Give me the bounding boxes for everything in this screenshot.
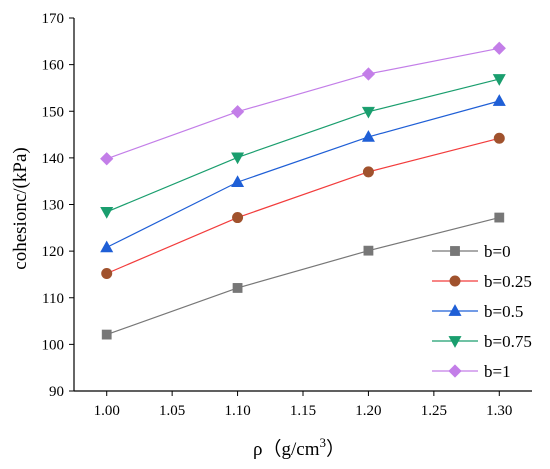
series-b=0 <box>101 212 505 340</box>
x-axis-title-end: ） <box>326 438 345 460</box>
x-tick-label: 1.20 <box>355 403 381 419</box>
y-tick-label: 120 <box>42 244 65 260</box>
data-point <box>100 240 114 253</box>
y-tick-label: 90 <box>49 384 64 400</box>
legend-marker <box>448 336 462 348</box>
legend-item: b=0.5 <box>432 302 523 321</box>
legend-label: b=0.5 <box>484 302 523 321</box>
series-line <box>106 47 500 160</box>
legend-label: b=1 <box>484 362 511 381</box>
legend-item: b=0.75 <box>432 332 532 351</box>
data-point <box>492 41 506 55</box>
y-tick-label: 170 <box>42 11 65 27</box>
legend-marker <box>448 304 462 316</box>
x-tick-label: 1.30 <box>486 403 512 419</box>
legend: b=0 b=0.25 b=0.5 b=0.75 b=1 <box>432 242 532 381</box>
data-point <box>494 212 505 223</box>
y-tick-label: 150 <box>42 104 65 120</box>
legend-label: b=0.75 <box>484 332 532 351</box>
y-tick-label: 100 <box>42 337 65 353</box>
axes <box>73 18 532 392</box>
data-point <box>232 212 244 224</box>
data-point <box>361 67 376 81</box>
y-tick-label: 160 <box>42 58 65 74</box>
x-tick-label: 1.05 <box>159 403 185 419</box>
x-ticks: 1.00 1.05 1.10 1.15 1.20 1.25 1.30 <box>94 391 512 419</box>
data-point <box>230 105 245 119</box>
series-line <box>106 137 500 275</box>
y-tick-label: 130 <box>42 198 65 214</box>
y-tick-label: 110 <box>42 291 64 307</box>
legend-item: b=0 <box>432 242 511 261</box>
series-b=1 <box>100 41 506 166</box>
plot-area <box>100 41 506 340</box>
series-b=0.5 <box>100 94 506 253</box>
legend-label: b=0.25 <box>484 272 532 291</box>
data-point <box>362 166 374 178</box>
series-line <box>106 78 500 213</box>
y-axis-title: cohesionc/(kPa) <box>10 147 31 269</box>
data-point <box>100 207 114 219</box>
data-point <box>363 245 374 256</box>
y-ticks: 90 100 110 120 130 140 150 160 170 <box>42 11 74 400</box>
x-tick-label: 1.00 <box>94 403 120 419</box>
legend-marker <box>448 364 462 378</box>
data-point <box>361 106 375 119</box>
data-point <box>493 132 505 144</box>
data-point <box>101 329 112 340</box>
x-tick-label: 1.15 <box>290 403 316 419</box>
legend-marker <box>449 275 461 287</box>
series-b=0.25 <box>101 132 505 280</box>
data-point <box>492 94 506 106</box>
series-line <box>106 100 500 248</box>
data-point <box>231 152 245 165</box>
legend-marker <box>450 246 460 256</box>
x-axis-title: ρ（g/cm3） <box>253 435 345 460</box>
x-tick-label: 1.10 <box>224 403 250 419</box>
legend-label: b=0 <box>484 242 511 261</box>
series-b=0.75 <box>100 74 506 219</box>
data-point <box>232 283 243 293</box>
data-point <box>492 74 506 86</box>
legend-item: b=0.25 <box>432 272 532 291</box>
x-axis-title-main: ρ（g/cm <box>253 438 320 460</box>
legend-item: b=1 <box>432 362 511 381</box>
data-point <box>101 268 113 280</box>
data-point <box>361 130 375 142</box>
x-axis-title-superscript: 3 <box>319 435 326 450</box>
series-line <box>106 216 500 336</box>
y-tick-label: 140 <box>42 151 65 167</box>
data-point <box>231 175 245 188</box>
x-tick-label: 1.25 <box>421 403 447 419</box>
data-point <box>100 152 114 166</box>
